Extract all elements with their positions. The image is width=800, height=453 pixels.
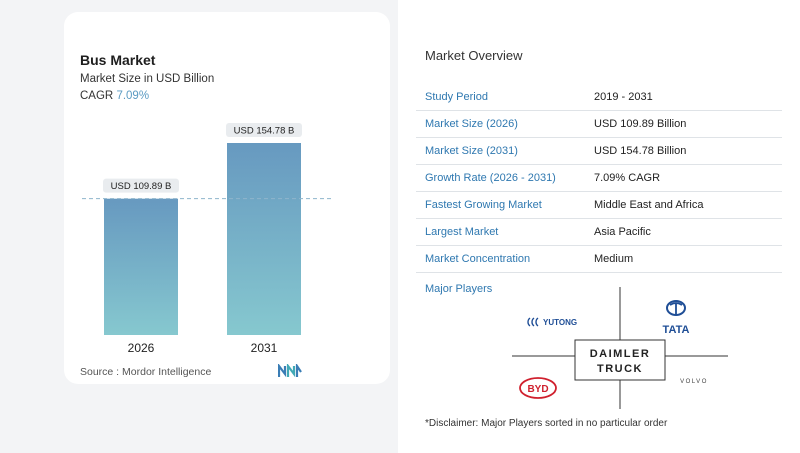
overview-row-value: 2019 - 2031 [594,91,653,103]
byd-logo-text: BYD [527,384,548,395]
x-tick-label: 2031 [251,341,278,355]
data-label-bg [226,123,302,137]
overview-row-label: Market Size (2031) [425,145,518,157]
overview-row-label: Study Period [425,91,488,103]
major-players-grid: YUTONG TATA DAIMLER TRUCK BYD VOLVO [512,287,728,409]
overview-row-label: Market Size (2026) [425,118,518,130]
major-players-label: Major Players [425,283,493,295]
overview-row: Fastest Growing Market Middle East and A… [416,192,782,219]
overview-title: Market Overview [425,48,523,63]
overview-row-value: Middle East and Africa [594,199,704,211]
cagr-label: CAGR [80,90,114,102]
overview-row: Market Size (2031) USD 154.78 Billion [416,138,782,165]
overview-row-value: USD 109.89 Billion [594,118,687,130]
overview-row: Market Size (2026) USD 109.89 Billion [416,111,782,138]
x-tick-label: 2026 [128,341,155,355]
overview-row-value: Asia Pacific [594,226,651,238]
data-label-bg [103,178,179,193]
yutong-logo-icon: YUTONG [527,317,577,327]
market-overview-panel: Market Overview Study Period 2019 - 2031… [398,0,800,453]
overview-row-value: 7.09% CAGR [594,172,661,184]
volvo-logo-icon: VOLVO [680,379,708,385]
daimler-truck-logo-icon: DAIMLER TRUCK [590,348,651,375]
volvo-logo-text: VOLVO [680,379,708,385]
overview-row-label: Market Concentration [425,253,531,265]
tata-logo-text: TATA [663,324,690,336]
bar-2031 [227,143,301,335]
source-text: Source : Mordor Intelligence [80,366,212,378]
chart-subtitle: Market Size in USD Billion [80,73,215,85]
overview-row-value: USD 154.78 Billion [594,145,687,157]
overview-row-label: Largest Market [425,226,499,238]
overview-row-label: Fastest Growing Market [425,199,542,211]
daimler-logo-line1: DAIMLER [590,348,651,360]
disclaimer-text: *Disclaimer: Major Players sorted in no … [425,418,668,429]
cagr-line: CAGR 7.09% [80,90,149,102]
tata-logo-icon: TATA [663,300,690,336]
overview-row-value: Medium [594,253,634,265]
byd-logo-icon: BYD [519,377,557,399]
overview-row-label: Growth Rate (2026 - 2031) [425,172,556,184]
overview-row: Market Concentration Medium [416,246,782,273]
bar-2026 [104,198,178,335]
mordor-intelligence-logo-icon [278,364,302,378]
data-label: USD 154.78 B [234,126,295,137]
bar-chart: USD 109.89 B 2026 USD 154.78 B 2031 [82,123,332,355]
data-label: USD 109.89 B [111,181,172,192]
chart-title: Bus Market [80,52,156,68]
overview-row: Growth Rate (2026 - 2031) 7.09% CAGR [416,165,782,192]
market-size-card: Bus Market Market Size in USD Billion CA… [64,12,390,384]
overview-row: Study Period 2019 - 2031 [416,84,782,111]
cagr-value: 7.09% [116,90,150,102]
overview-row: Largest Market Asia Pacific [416,219,782,246]
yutong-logo-text: YUTONG [543,318,577,327]
daimler-logo-line2: TRUCK [597,363,643,375]
